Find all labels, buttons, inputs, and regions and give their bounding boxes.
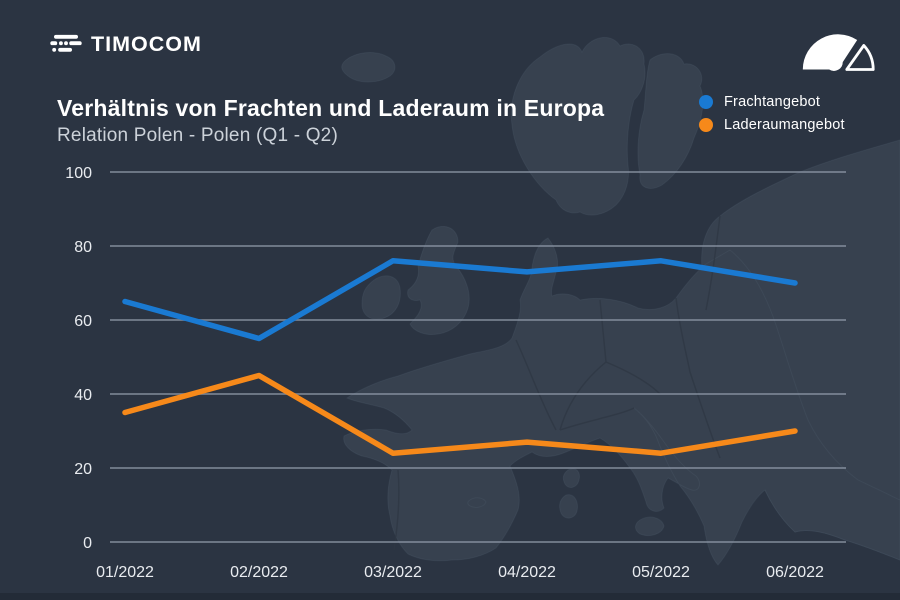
map-great-britain bbox=[407, 226, 470, 335]
x-tick-01/2022: 01/2022 bbox=[96, 564, 154, 581]
chart-legend: Frachtangebot Laderaumangebot bbox=[699, 94, 845, 133]
laderaumangebot-line bbox=[122, 372, 798, 456]
chart-title: Verhältnis von Frachten und Laderaum in … bbox=[57, 95, 605, 121]
legend-label: Frachtangebot bbox=[724, 94, 821, 110]
map-ireland bbox=[361, 275, 401, 320]
laderaumangebot-dot-icon bbox=[699, 118, 713, 132]
map-sardinia bbox=[559, 494, 578, 519]
frachtangebot-line bbox=[122, 258, 798, 342]
x-tick-05/2022: 05/2022 bbox=[632, 564, 690, 581]
y-tick-80: 80 bbox=[74, 239, 92, 256]
bottom-bar bbox=[0, 593, 900, 600]
map-balearics bbox=[467, 497, 487, 508]
barometer-gauge-icon bbox=[802, 34, 875, 71]
y-tick-60: 60 bbox=[74, 313, 92, 330]
title-block: Verhältnis von Frachten und Laderaum in … bbox=[57, 95, 604, 147]
y-tick-100: 100 bbox=[65, 165, 92, 182]
map-sicily bbox=[635, 516, 665, 537]
x-tick-04/2022: 04/2022 bbox=[498, 564, 556, 581]
legend-label: Laderaumangebot bbox=[724, 117, 845, 133]
map-iceland bbox=[341, 52, 396, 83]
brand-name: TIMOCOM bbox=[91, 32, 202, 56]
legend-item-frachtangebot: Frachtangebot bbox=[699, 94, 845, 110]
timocom-logo-icon bbox=[50, 34, 82, 52]
y-axis-tick-labels: 0 20 40 60 80 100 bbox=[65, 165, 92, 552]
data-series bbox=[122, 258, 798, 456]
x-axis-tick-labels: 01/2022 02/2022 03/2022 04/2022 05/2022 06/20… bbox=[96, 564, 824, 581]
timocom-logo: TIMOCOM bbox=[50, 32, 202, 57]
y-tick-20: 20 bbox=[74, 461, 92, 478]
map-finland bbox=[637, 53, 704, 189]
map-corsica bbox=[562, 468, 580, 488]
x-tick-06/2022: 06/2022 bbox=[766, 564, 824, 581]
map-country-borders bbox=[393, 215, 721, 551]
x-tick-03/2022: 03/2022 bbox=[364, 564, 422, 581]
gridlines bbox=[110, 171, 846, 543]
legend-item-laderaumangebot: Laderaumangebot bbox=[699, 117, 845, 133]
frachtangebot-dot-icon bbox=[699, 95, 713, 109]
x-tick-02/2022: 02/2022 bbox=[230, 564, 288, 581]
y-tick-40: 40 bbox=[74, 387, 92, 404]
chart-subtitle: Relation Polen - Polen (Q1 - Q2) bbox=[57, 125, 338, 146]
y-tick-0: 0 bbox=[83, 535, 92, 552]
map-scandinavia bbox=[510, 37, 646, 216]
